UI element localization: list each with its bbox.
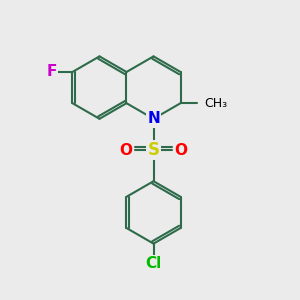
Text: O: O <box>119 142 132 158</box>
Text: N: N <box>147 111 160 126</box>
Text: CH₃: CH₃ <box>204 97 227 110</box>
Text: S: S <box>148 141 160 159</box>
Text: Cl: Cl <box>146 256 162 271</box>
Text: F: F <box>46 64 57 80</box>
Text: O: O <box>175 142 188 158</box>
